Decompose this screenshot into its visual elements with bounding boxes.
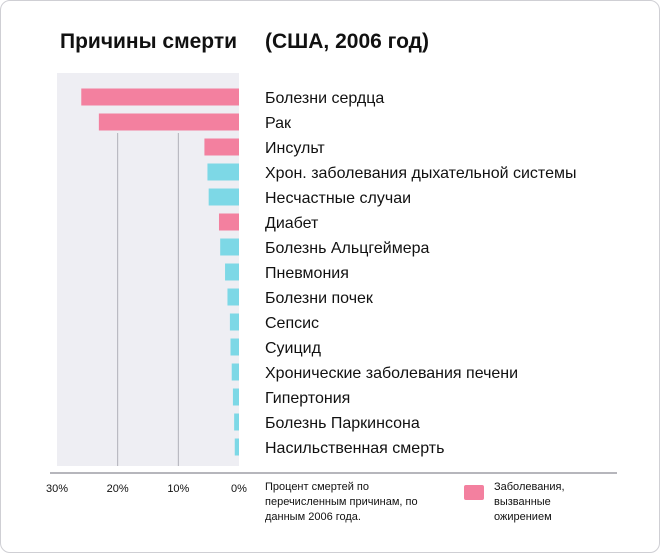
category-label: Суицид [265, 340, 322, 357]
category-label: Гипертония [265, 390, 350, 407]
category-label: Хрон. заболевания дыхательной системы [265, 165, 576, 182]
category-label: Сепсис [265, 315, 319, 332]
bar [207, 163, 239, 181]
category-label: Несчастные случаи [265, 190, 411, 207]
category-label: Диабет [265, 215, 319, 232]
bar [208, 188, 239, 206]
bar [81, 88, 240, 106]
bar [204, 138, 239, 156]
x-tick-label: 0% [231, 483, 247, 495]
legend-label: Заболевания, вызванные ожирением [494, 481, 565, 523]
bar [230, 338, 239, 356]
category-label: Пневмония [265, 265, 349, 282]
category-label: Хронические заболевания печени [265, 365, 518, 382]
chart-title: Причины смерти [60, 30, 238, 53]
chart-note: Процент смертей по перечисленным причина… [265, 481, 418, 523]
category-label: Болезнь Паркинсона [265, 415, 420, 432]
bar [231, 363, 239, 381]
category-label: Болезни почек [265, 290, 374, 307]
bar [225, 263, 239, 281]
plot-area [57, 73, 239, 466]
x-tick-label: 30% [46, 483, 68, 495]
category-label: Болезни сердца [265, 90, 384, 107]
bar [234, 413, 239, 431]
bar [234, 438, 239, 456]
category-label: Болезнь Альцгеймера [265, 240, 430, 257]
bar [98, 113, 239, 131]
bar [218, 213, 239, 231]
legend-swatch [464, 485, 484, 500]
category-label: Рак [265, 115, 292, 132]
chart-subtitle: (США, 2006 год) [265, 30, 429, 53]
bar [227, 288, 239, 306]
bar [229, 313, 239, 331]
category-label: Насильственная смерть [265, 440, 444, 457]
category-label: Инсульт [265, 140, 325, 157]
x-tick-label: 10% [167, 483, 189, 495]
bar [232, 388, 239, 406]
bar [220, 238, 239, 256]
x-tick-label: 20% [107, 483, 129, 495]
